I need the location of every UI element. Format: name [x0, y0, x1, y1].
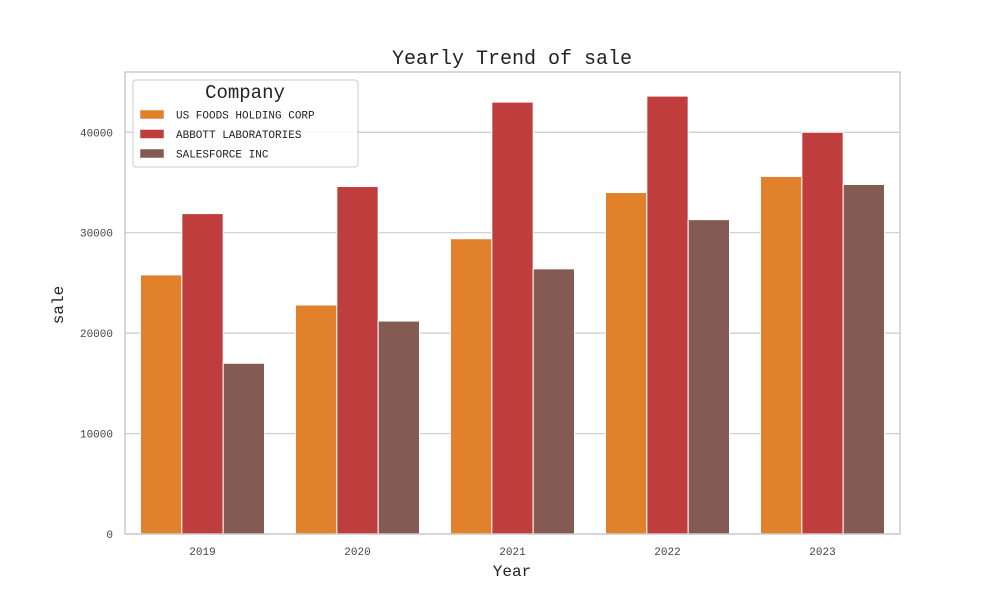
bar: [687, 219, 731, 535]
y-tick-label: 0: [106, 530, 113, 542]
legend-items: US FOODS HOLDING CORP ABBOTT LABORATORIES…: [139, 109, 315, 162]
x-axis-label: Year: [493, 563, 531, 581]
bar: [491, 101, 534, 535]
bar: [605, 192, 648, 535]
legend-label: US FOODS HOLDING CORP: [176, 111, 315, 123]
chart-title: Yearly Trend of sale: [392, 48, 632, 71]
y-tick-label: 40000: [80, 128, 113, 140]
legend: Company US FOODS HOLDING CORP ABBOTT LABO…: [132, 79, 359, 168]
bar: [181, 213, 224, 535]
x-tick-label: 2020: [344, 547, 370, 559]
bar: [295, 304, 338, 535]
bar: [842, 183, 886, 535]
bar: [532, 268, 576, 535]
bars: [140, 95, 886, 535]
bar: [140, 274, 183, 535]
x-tick-label: 2022: [654, 547, 680, 559]
x-tick-label: 2019: [189, 547, 215, 559]
x-tick-label: 2021: [499, 547, 526, 559]
bar: [646, 95, 689, 535]
y-axis-label: sale: [50, 286, 68, 324]
legend-swatch: [139, 148, 165, 159]
y-tick-label: 10000: [80, 430, 113, 442]
y-axis-ticks: 0 10000 20000 30000 40000: [80, 128, 113, 542]
legend-swatch: [139, 109, 165, 120]
y-tick-label: 30000: [80, 229, 113, 241]
bar: [760, 175, 803, 535]
plot-frame: [124, 71, 901, 535]
legend-label: ABBOTT LABORATORIES: [176, 130, 302, 142]
bar: [222, 362, 266, 535]
bar: [336, 185, 379, 535]
x-tick-label: 2023: [809, 547, 835, 559]
bar: [377, 320, 420, 535]
y-tick-label: 20000: [80, 329, 113, 341]
legend-box: [132, 79, 359, 168]
legend-label: SALESFORCE INC: [176, 150, 269, 162]
legend-swatch: [139, 129, 165, 139]
bar: [801, 131, 844, 535]
x-axis-ticks: 2019 2020 2021 2022 2023: [189, 547, 835, 559]
legend-title: Company: [205, 82, 285, 104]
bar: [450, 238, 493, 535]
